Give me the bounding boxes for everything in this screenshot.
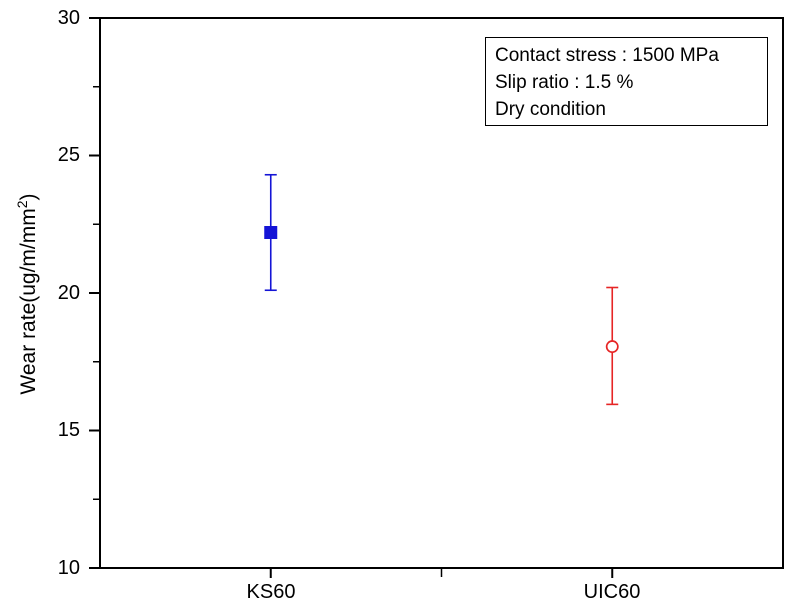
annotation-line-slip-ratio: Slip ratio : 1.5 %: [495, 72, 634, 93]
marker-open-circle-uic60: [605, 340, 619, 354]
ytick-label-25: 25: [57, 144, 80, 166]
y-axis-title-superscript: 2: [14, 200, 30, 209]
annotation-line-contact-stress: Contact stress : 1500 MPa: [495, 45, 719, 66]
xtick-label-uic60: UIC60: [583, 581, 641, 603]
xtick-label-ks60: KS60: [246, 581, 296, 603]
ytick-label-20: 20: [57, 282, 80, 304]
marker-filled-square-ks60: [264, 226, 278, 239]
ytick-label-30: 30: [57, 7, 80, 29]
ytick-label-15: 15: [57, 419, 80, 441]
annotation-line-condition: Dry condition: [495, 99, 606, 120]
annotation-box: Contact stress : 1500 MPa Slip ratio : 1…: [485, 37, 768, 126]
y-axis-title-close: ): [17, 193, 40, 201]
ytick-label-10: 10: [57, 557, 80, 579]
